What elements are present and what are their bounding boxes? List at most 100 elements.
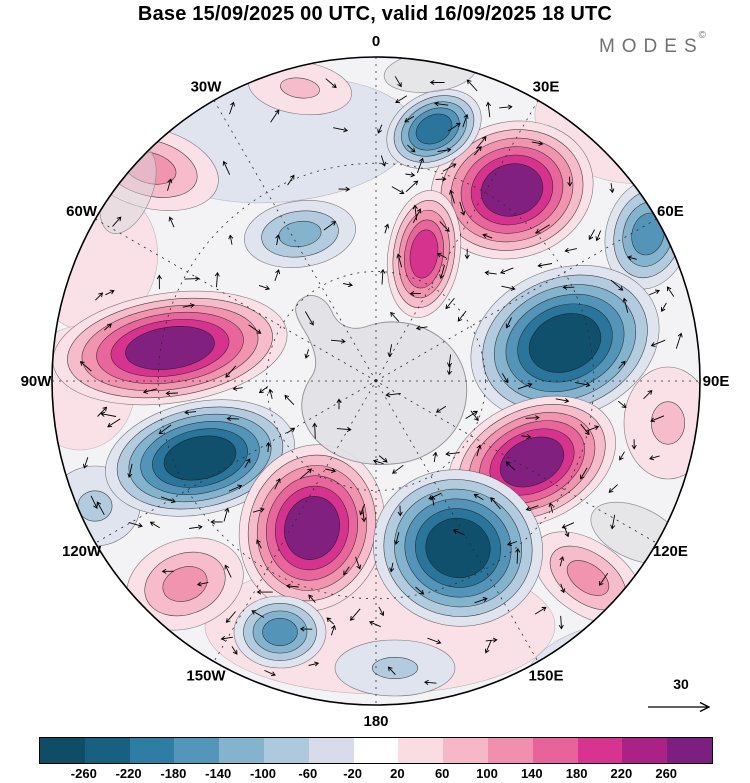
wind-arrow-icon [490, 497, 501, 510]
anomaly-blob-pos [430, 120, 594, 260]
wind-arrow-icon [649, 289, 661, 296]
wind-arrow-icon [531, 140, 544, 146]
colorbar-tick-label: 20 [390, 766, 405, 781]
wind-arrow-icon [499, 104, 513, 110]
wind-arrow-icon [459, 201, 466, 216]
wind-arrow-icon [560, 583, 566, 594]
colorbar-segment [174, 738, 220, 763]
wind-arrow-icon [447, 122, 461, 132]
wind-arrow-icon [415, 586, 425, 595]
map-boundary [51, 56, 701, 706]
wind-arrow-icon [225, 365, 237, 378]
wind-arrow-icon [506, 541, 518, 546]
page-title: Base 15/09/2025 00 UTC, valid 16/09/2025… [137, 3, 613, 25]
anomaly-blob-neg [470, 265, 660, 421]
colorbar-tick-label: -140 [205, 766, 232, 781]
wind-arrow-icon [585, 425, 600, 432]
meridian-label-0: 0 [372, 33, 380, 50]
wind-arrow-icon [95, 292, 104, 301]
wind-arrow-icon [158, 424, 172, 435]
wind-arrow-icon [100, 411, 117, 417]
wind-arrow-icon [412, 208, 422, 224]
wind-arrow-icon [675, 332, 683, 349]
pole-point [374, 379, 378, 383]
wind-arrow-icon [661, 302, 667, 312]
wind-arrow-icon [228, 484, 243, 492]
colorbar-tick-label: -20 [343, 766, 362, 781]
wind-arrow-icon [270, 109, 280, 123]
wind-arrow-icon [107, 418, 121, 428]
wind-arrow-icon [562, 284, 575, 290]
wind-arrow-icon [304, 311, 314, 326]
colorbar-segment [667, 738, 712, 763]
meridian-label-180: 180 [363, 713, 388, 730]
meridian-label-120W: 120W [62, 543, 102, 560]
wind-arrow-icon [286, 427, 296, 434]
wind-arrow-icon [415, 325, 428, 331]
wind-arrow-icon [390, 311, 400, 322]
wind-arrow-icon [142, 388, 158, 394]
wind-arrow-icon [404, 115, 415, 123]
wind-arrow-icon [127, 463, 133, 479]
wind-arrow-icon [265, 442, 271, 453]
wind-arrow-icon [96, 501, 105, 516]
wind-arrow-icon [622, 297, 629, 313]
colorbar-tick-label: -260 [70, 766, 97, 781]
wind-arrow-icon [427, 637, 442, 645]
wind-arrow-icon [333, 127, 349, 133]
wind-arrow-icon [79, 361, 92, 372]
wind-arrow-icon [649, 455, 660, 461]
wind-arrow-icon [466, 79, 478, 92]
wind-arrow-icon [97, 406, 108, 417]
wind-arrow-icon [643, 389, 653, 400]
wind-arrow-icon [369, 620, 381, 628]
wind-arrow-icon [378, 606, 385, 617]
wind-arrow-icon [436, 252, 447, 259]
wind-arrow-icon [416, 157, 424, 174]
wind-arrow-icon [574, 381, 591, 388]
wind-arrow-icon [564, 247, 577, 253]
wind-arrow-icon [619, 451, 625, 461]
wind-arrow-icon [435, 405, 447, 413]
anomaly-blob-pos [386, 190, 462, 318]
colorbar-segment [84, 738, 130, 763]
colorbar-segment [263, 738, 309, 763]
wind-arrow-icon [567, 176, 573, 187]
wind-arrow-icon [210, 519, 223, 525]
wind-arrow-icon [485, 101, 491, 118]
wind-arrow-icon [325, 467, 337, 474]
wind-arrow-icon [384, 223, 390, 234]
modes-logo-text: MODES [598, 36, 704, 57]
wind-arrow-icon [391, 186, 405, 194]
wind-arrow-icon [232, 385, 243, 392]
wind-arrow-icon [312, 422, 318, 439]
wind-arrow-icon [189, 524, 203, 530]
wind-arrow-icon [224, 564, 232, 578]
wind-arrow-icon [287, 174, 295, 186]
wind-arrow-icon [437, 147, 452, 153]
anomaly-blob-neg [244, 200, 356, 268]
wind-arrow-icon [167, 178, 173, 191]
wind-arrow-icon [336, 426, 352, 433]
wind-arrow-icon [485, 637, 498, 643]
wind-arrow-icon [474, 597, 488, 604]
colorbar-segment [622, 738, 668, 763]
wind-arrow-icon [499, 267, 514, 275]
colorbar-tick-label: 100 [476, 766, 498, 781]
wind-arrow-icon [387, 666, 396, 676]
meridian-label-120E: 120E [653, 543, 688, 560]
meridian-label-30W: 30W [191, 79, 223, 96]
wind-arrow-icon [405, 180, 419, 193]
wind-arrow-icon [650, 339, 666, 347]
wind-arrow-icon [631, 439, 637, 450]
wind-arrow-icon [445, 297, 455, 310]
wind-arrow-icon [618, 360, 626, 369]
wind-arrow-icon [196, 581, 209, 587]
meridian-label-60E: 60E [657, 203, 684, 220]
wind-arrow-icon [462, 113, 469, 128]
wind-arrow-icon [525, 505, 539, 512]
antarctica-landmass [295, 295, 468, 465]
meridian-label-60W: 60W [66, 203, 98, 220]
colorbar-tick-label: -100 [249, 766, 277, 781]
